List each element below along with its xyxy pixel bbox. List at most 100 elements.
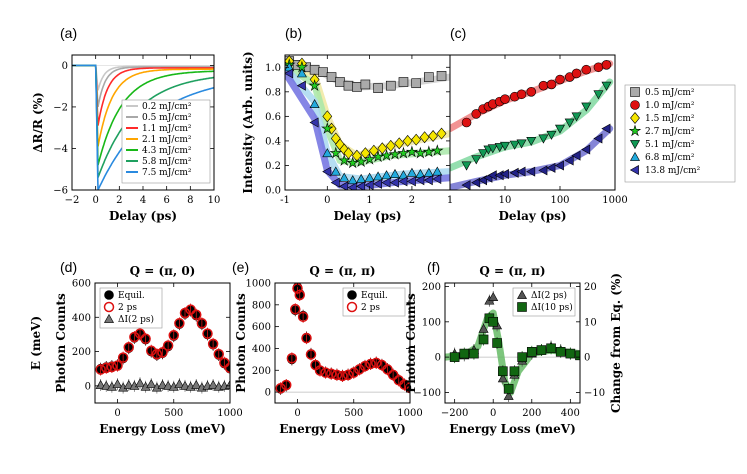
point-b-4-8	[364, 180, 374, 190]
xlabel-c: Delay (ps)	[498, 209, 566, 223]
point-e-1-5	[294, 289, 305, 301]
point-c-1-16	[593, 90, 604, 100]
point-d-1-6	[129, 331, 140, 343]
legend-marker-c-3	[628, 124, 642, 137]
plot-area-d	[95, 303, 230, 394]
point-d-2-15	[179, 380, 191, 390]
point-c-0-1	[471, 109, 482, 119]
legend-marker-c-2	[630, 112, 640, 124]
point-f-0-3	[478, 323, 489, 333]
panel-label-f: (f)	[427, 259, 440, 275]
point-d-1-15	[179, 307, 191, 319]
point-b-1-19	[436, 127, 447, 140]
point-c-2-9	[526, 166, 536, 177]
point-d-2-9	[146, 379, 157, 389]
legend-label-d-1: 2 ps	[118, 303, 137, 313]
ytick-label-b-5: 1.0	[265, 63, 281, 74]
legend-label-c-3: 2.7 mJ/cm²	[645, 127, 695, 137]
ylabel-a: ΔR/R (%)	[31, 92, 45, 153]
point-c-1-5	[494, 143, 505, 153]
point-b-0-15	[436, 71, 447, 81]
xtick-label-a-2: 2	[116, 195, 122, 206]
ytick-label-a-1: −2	[53, 102, 68, 113]
xlabel-d: Energy Loss (meV)	[99, 422, 226, 436]
point-e-1-18	[359, 360, 371, 372]
point-c-0-9	[526, 87, 537, 97]
point-d-2-23	[224, 379, 230, 389]
point-d-1-0	[95, 364, 106, 375]
point-c-1-10	[538, 134, 549, 144]
point-f-1-1	[459, 348, 470, 359]
point-d-1-12	[162, 340, 174, 351]
xlabel-a: Delay (ps)	[109, 209, 177, 223]
panel-a: (a) −2 0 2 4 6 8 10 0 −2 −4 −6 Delay (ps) ΔR/R (%) 0.2…	[31, 25, 220, 223]
point-f-1-16	[575, 350, 580, 361]
frame-c	[449, 54, 616, 191]
plot-area-e	[275, 283, 410, 395]
point-f-1-13	[546, 343, 556, 354]
point-c-1-11	[546, 130, 557, 140]
panel-label-e: (e)	[232, 259, 249, 275]
point-c-2-12	[554, 160, 564, 171]
point-b-1-14	[394, 137, 405, 150]
point-b-0-4	[318, 67, 328, 77]
point-e-1-2	[286, 353, 298, 364]
legend-label-e-1: 2 ps	[361, 303, 380, 313]
point-b-2-13	[405, 145, 419, 158]
point-c-0-10	[538, 80, 549, 91]
point-b-1-17	[419, 131, 430, 144]
ytick-right-label-f-0: −10	[584, 388, 605, 399]
legend-label-c-5: 6.8 mJ/cm²	[645, 153, 695, 163]
xtick-label-e-2: 1000	[397, 408, 422, 419]
point-d-1-5	[123, 342, 134, 353]
ytick-label-b-2: 0.4	[265, 136, 281, 147]
point-b-4-9	[372, 178, 382, 189]
point-b-3-6	[347, 175, 358, 185]
xtick-label-a-4: 6	[163, 195, 169, 206]
point-c-1-2	[478, 149, 489, 159]
point-b-2-9	[371, 150, 385, 163]
point-c-1-9	[526, 137, 537, 147]
point-c-2-14	[571, 150, 581, 161]
point-d-1-3	[112, 360, 123, 371]
point-b-2-5	[338, 154, 351, 166]
point-b-1-15	[402, 134, 413, 147]
ytick-right-label-f-3: 20	[584, 282, 597, 293]
point-b-2-10	[380, 149, 393, 161]
legend-label-a-2: 1.1 mJ/cm²	[142, 124, 192, 134]
point-c-0-14	[571, 68, 582, 79]
point-c-0-16	[593, 62, 604, 73]
point-b-0-12	[398, 77, 409, 87]
point-d-1-21	[213, 348, 224, 360]
point-f-1-5	[488, 317, 499, 327]
point-b-3-2	[309, 98, 320, 108]
point-b-2-11	[388, 147, 402, 160]
xlabel-b: Delay (ps)	[333, 209, 401, 223]
point-c-2-7	[509, 167, 519, 178]
point-b-2-6	[346, 156, 359, 169]
point-c-1-12	[554, 124, 566, 134]
point-d-2-7	[134, 378, 146, 388]
ytick-right-label-f-1: 0	[584, 353, 590, 364]
point-c-2-13	[564, 155, 574, 166]
ylabel-e: Photon Counts	[234, 293, 248, 393]
ytick-label-e-0: 0	[265, 388, 271, 399]
point-e-1-26	[404, 382, 410, 394]
legend-label-a-6: 7.5 mJ/cm²	[142, 168, 192, 178]
point-e-1-23	[387, 369, 399, 381]
point-d-1-22	[219, 357, 230, 368]
legend-marker-f-0	[516, 289, 528, 299]
ytick-right-label-f-2: 10	[584, 317, 597, 328]
ytick-label-b-3: 0.6	[265, 112, 281, 123]
point-e-1-20	[371, 357, 382, 369]
legend-marker-c-6	[629, 164, 639, 176]
point-c-0-12	[555, 74, 565, 85]
point-f-1-8	[503, 384, 514, 394]
legend-label-e-0: Equil.	[361, 291, 388, 301]
point-b-3-13	[406, 167, 417, 177]
point-b-0-11	[385, 80, 396, 91]
point-b-4-11	[389, 177, 399, 188]
point-b-4-16	[432, 173, 442, 184]
point-d-1-2	[106, 361, 118, 373]
legend-marker-d-1	[103, 301, 115, 313]
